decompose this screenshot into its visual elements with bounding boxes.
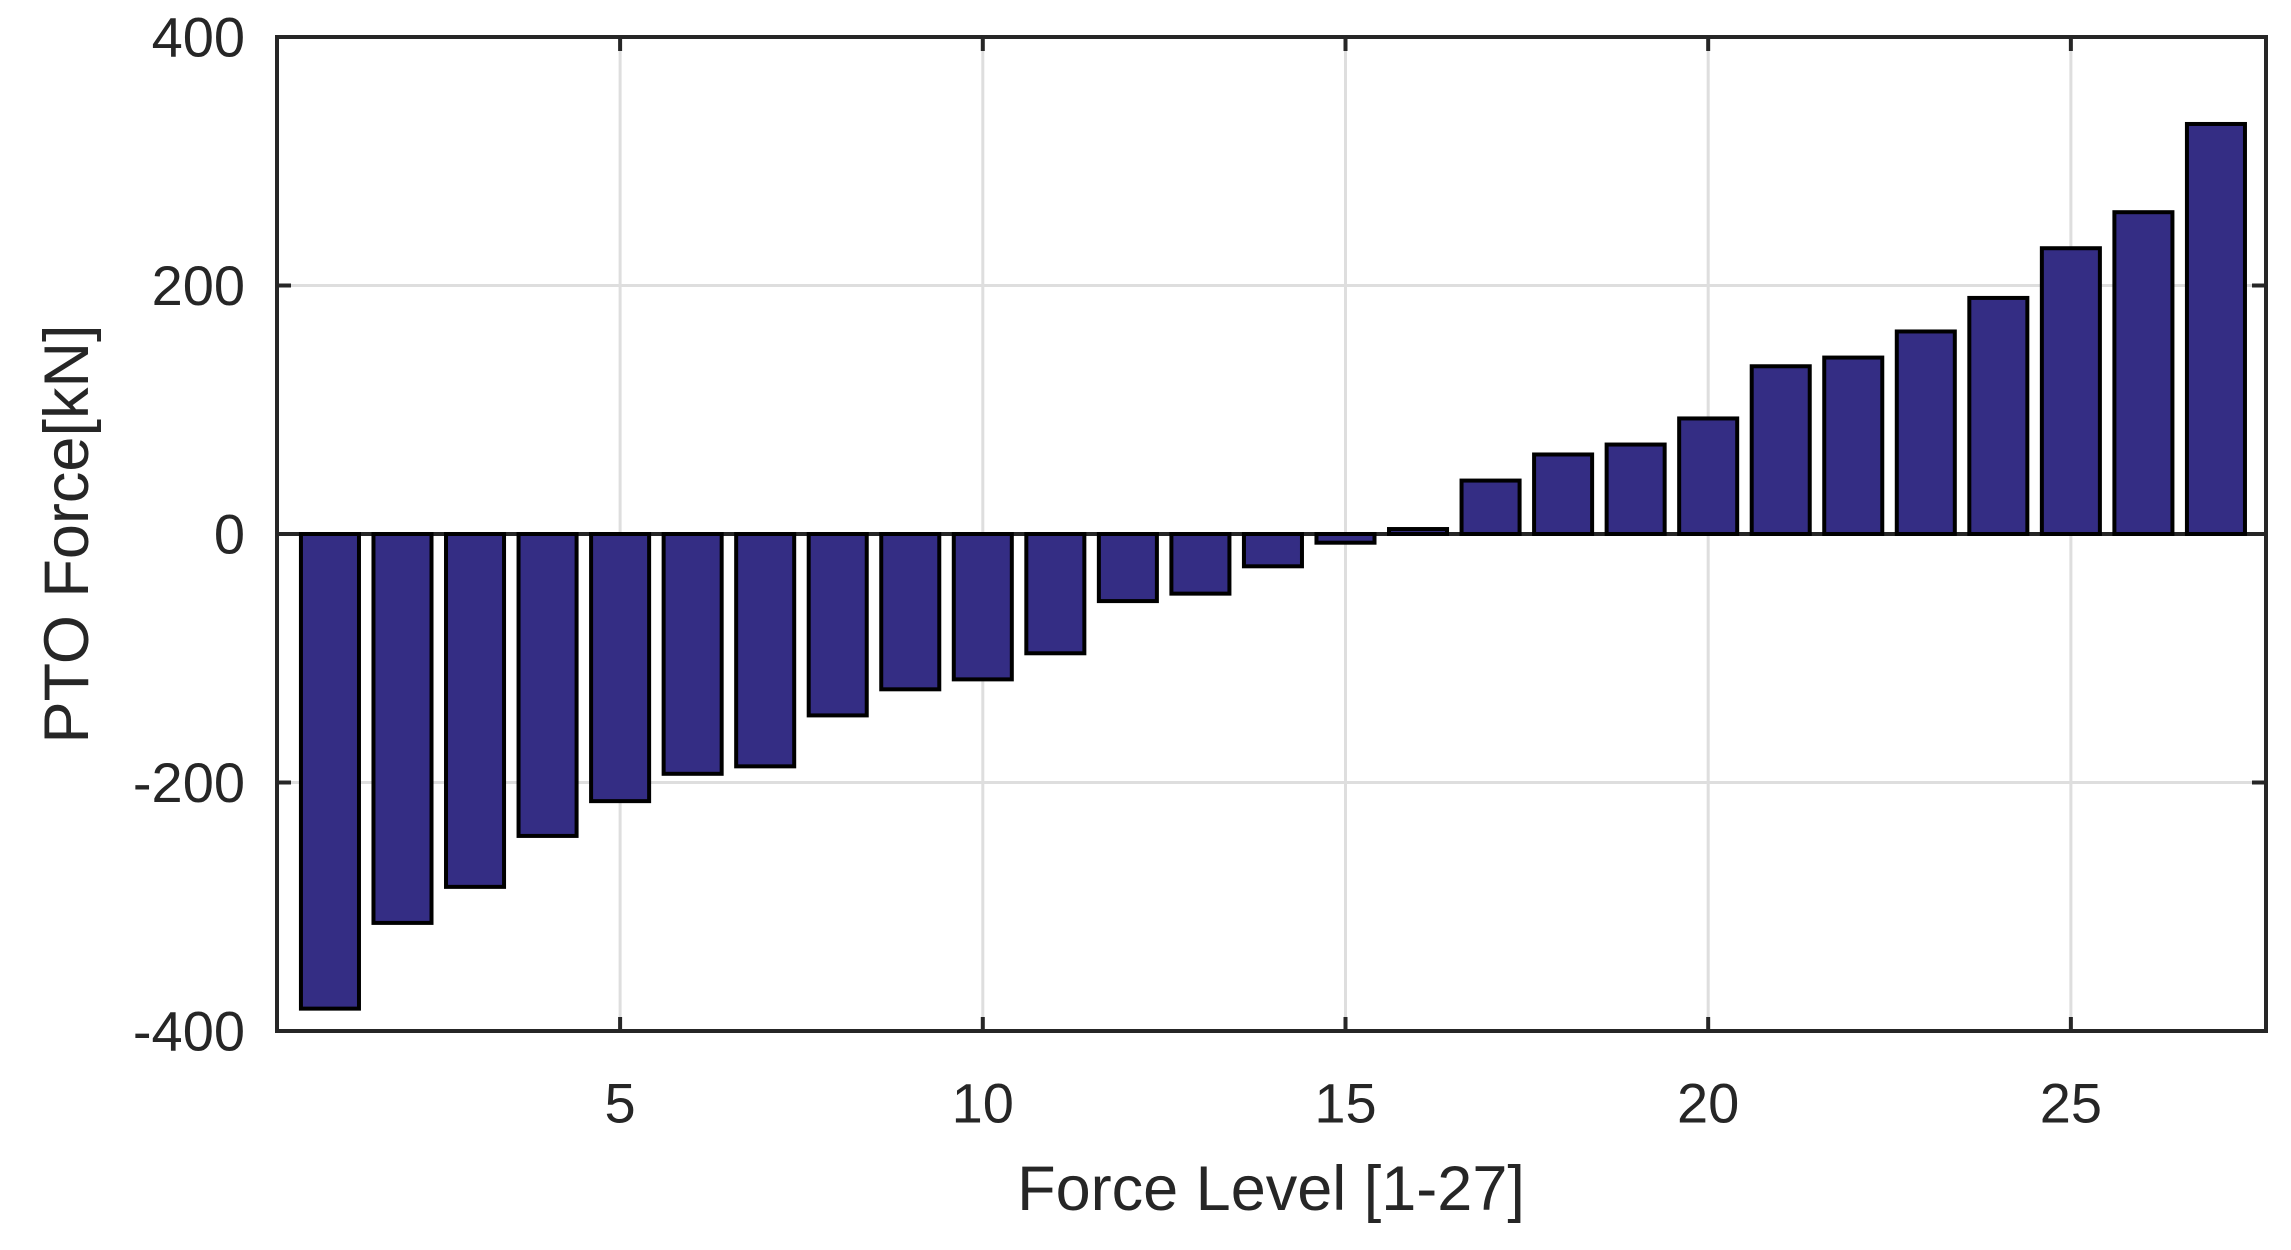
bar-level-4	[516, 532, 579, 838]
bar-level-3	[444, 532, 507, 889]
bar-level-23	[1894, 329, 1957, 536]
bar-level-5	[589, 532, 652, 804]
bar-level-9	[879, 532, 942, 692]
bar-level-17	[1459, 478, 1522, 537]
bar-level-13	[1169, 532, 1232, 596]
y-axis-label: PTO Force[kN]	[32, 325, 102, 744]
y-tick-labels: -400 -200 0 200 400	[133, 6, 245, 1063]
bar-level-8	[806, 532, 869, 718]
bars	[298, 121, 2247, 1011]
bar-level-27	[2184, 121, 2247, 536]
bar-level-11	[1024, 532, 1087, 656]
x-tick-label: 15	[1314, 1072, 1376, 1135]
bar-level-14	[1241, 532, 1304, 569]
x-axis-label: Force Level [1-27]	[1017, 1154, 1525, 1224]
bar-level-25	[2039, 246, 2102, 536]
bar-level-16	[1387, 527, 1450, 537]
bar-level-22	[1822, 355, 1885, 536]
bar-level-10	[951, 532, 1014, 682]
bar-level-26	[2112, 210, 2175, 536]
bar-level-20	[1677, 416, 1740, 537]
bar-level-21	[1749, 364, 1812, 537]
bar-level-19	[1604, 442, 1667, 537]
bar-level-2	[371, 532, 434, 925]
bar-level-24	[1967, 295, 2030, 536]
x-tick-label: 20	[1677, 1072, 1739, 1135]
bar-level-7	[734, 532, 797, 769]
bar-level-15	[1314, 532, 1377, 545]
bar-level-12	[1096, 532, 1159, 604]
bar-level-6	[661, 532, 724, 776]
y-tick-label: 400	[152, 6, 245, 69]
x-tick-labels: 5 10 15 20 25	[605, 1072, 2102, 1135]
x-tick-label: 5	[605, 1072, 636, 1135]
y-tick-label: 200	[152, 254, 245, 317]
axis-ticks	[277, 35, 2266, 1033]
x-tick-label: 25	[2040, 1072, 2102, 1135]
y-tick-label: -400	[133, 1000, 245, 1063]
x-tick-label: 10	[952, 1072, 1014, 1135]
y-tick-label: -200	[133, 751, 245, 814]
bar-level-1	[298, 532, 361, 1011]
bar-level-18	[1532, 452, 1595, 537]
y-tick-label: 0	[214, 503, 245, 566]
